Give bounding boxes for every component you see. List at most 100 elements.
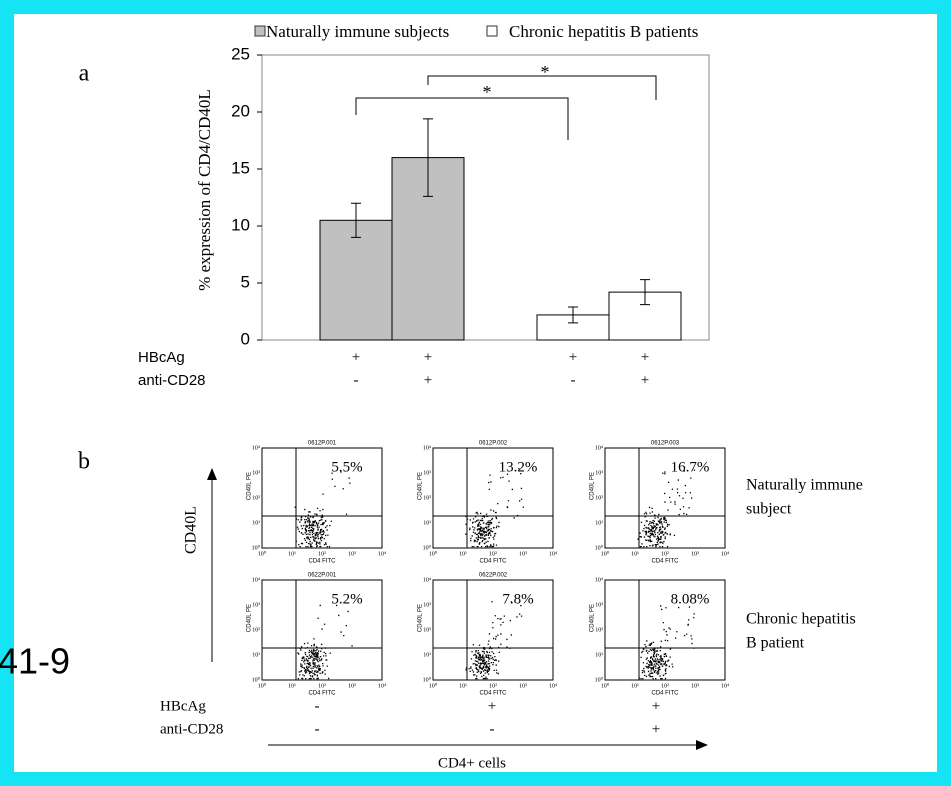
flow-tick: 10⁰ [429,550,438,557]
legend-swatch [255,26,265,36]
legend-label: Naturally immune subjects [266,22,449,41]
flow-tick: 10⁴ [721,551,729,557]
flow-tick: 10⁴ [595,577,603,583]
flow-tick: 10⁰ [601,550,610,557]
flow-tick: 10² [318,551,326,557]
flow-tick: 10³ [348,551,356,557]
condition-value: - [571,372,576,388]
condition-value: + [352,349,360,365]
flow-tick: 10² [423,495,431,501]
flow-tick: 10⁰ [252,676,261,683]
condition-label: anti-CD28 [160,721,223,737]
flow-tick: 10³ [252,602,260,608]
flow-tick: 10³ [348,683,356,689]
condition-label: HBcAg [138,349,185,366]
row-label: Chronic hepatitis [746,611,856,628]
row-label: Naturally immune [746,477,863,494]
condition-value: - [315,721,320,737]
flow-tick: 10² [252,627,260,633]
flow-y-label: CD40L PE [590,604,596,632]
plot-id: 0622P.001 [308,573,337,579]
flow-y-label: CD40L PE [590,472,596,500]
flow-tick: 10⁰ [595,676,604,683]
flow-tick: 10³ [691,551,699,557]
flow-x-label: CD4 FITC [652,559,680,565]
panel-label: b [78,449,90,475]
percent-label: 5.5% [331,459,362,475]
y-tick-label: 10 [231,215,250,234]
flow-x-label: CD4 FITC [480,691,508,697]
condition-value: + [652,721,660,737]
flow-x-label: CD4 FITC [309,559,337,565]
flow-tick: 10³ [691,683,699,689]
flow-tick: 10² [252,495,260,501]
flow-tick: 10⁰ [423,676,432,683]
y-tick-label: 15 [231,158,250,177]
flow-tick: 10¹ [423,520,431,526]
legend-swatch [487,26,497,36]
plot-id: 0612P.002 [479,441,508,447]
flow-tick: 10⁴ [378,551,386,557]
flow-tick: 10⁰ [252,544,261,551]
condition-value: + [424,372,432,388]
y-tick-label: 5 [241,272,250,291]
flow-tick: 10¹ [459,683,467,689]
percent-label: 16.7% [671,459,710,475]
flow-tick: 10⁴ [423,445,431,451]
percent-label: 13.2% [499,459,538,475]
flow-x-label: CD4 FITC [480,559,508,565]
bar [320,220,392,340]
condition-value: - [490,721,495,737]
slide-number: 41-9 [0,641,70,682]
flow-tick: 10³ [252,470,260,476]
condition-label: anti-CD28 [138,372,206,389]
flow-tick: 10³ [519,551,527,557]
percent-label: 5.2% [331,591,362,607]
flow-x-label: CD4 FITC [652,691,680,697]
flow-tick: 10³ [519,683,527,689]
flow-plot-frame [262,580,382,680]
flow-tick: 10¹ [252,520,260,526]
y-axis-label: % expression of CD4/CD40L [195,89,214,291]
flow-tick: 10¹ [288,551,296,557]
flow-tick: 10⁴ [252,577,260,583]
condition-value: - [354,372,359,388]
flow-tick: 10¹ [595,520,603,526]
flow-tick: 10¹ [631,551,639,557]
flow-y-label: CD40L PE [418,472,424,500]
flow-tick: 10¹ [459,551,467,557]
plot-id: 0612P.003 [651,441,680,447]
row-label: B patient [746,635,805,652]
flow-tick: 10³ [423,470,431,476]
flow-y-label: CD40L PE [418,604,424,632]
condition-value: + [641,372,649,388]
flow-tick: 10⁴ [252,445,260,451]
flow-tick: 10³ [595,602,603,608]
flow-tick: 10⁰ [258,550,267,557]
flow-tick: 10⁴ [549,683,557,689]
percent-label: 8.08% [671,591,710,607]
flow-tick: 10⁰ [258,682,267,689]
panel-label: a [79,61,90,87]
legend-label: Chronic hepatitis B patients [509,22,698,41]
flow-tick: 10¹ [631,683,639,689]
flow-tick: 10² [595,627,603,633]
flow-tick: 10² [595,495,603,501]
flow-y-label: CD40L PE [247,604,253,632]
condition-label: HBcAg [160,698,206,714]
flow-tick: 10³ [595,470,603,476]
flow-x-label: CD4 FITC [309,691,337,697]
flow-tick: 10⁰ [601,682,610,689]
flow-y-label: CD40L PE [247,472,253,500]
flow-tick: 10⁴ [423,577,431,583]
significance-star: * [541,62,550,82]
condition-value: + [488,698,496,714]
flow-tick: 10⁴ [378,683,386,689]
flow-tick: 10⁰ [595,544,604,551]
y-tick-label: 25 [231,44,250,63]
significance-star: * [483,82,492,102]
flow-tick: 10² [489,683,497,689]
flow-tick: 10² [423,627,431,633]
flow-plot-frame [262,448,382,548]
condition-value: + [641,349,649,365]
